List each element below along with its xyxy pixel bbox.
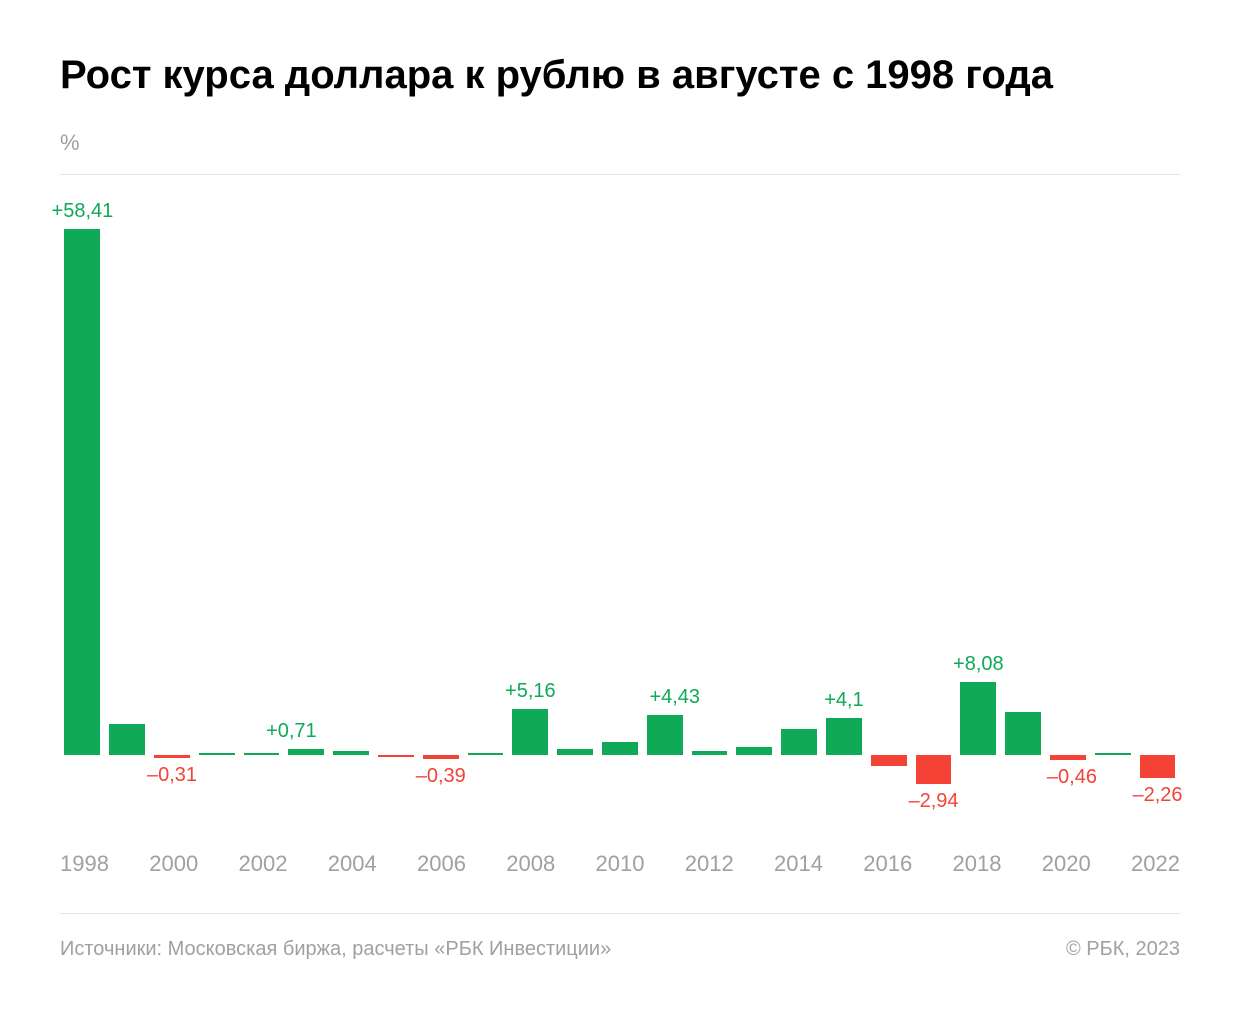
bar: [1095, 753, 1131, 755]
bar: [288, 749, 324, 755]
bar-value-label: +4,1: [824, 689, 863, 712]
x-axis-tick: 2000: [149, 851, 198, 877]
bar-column: –2,26: [1135, 215, 1180, 815]
bar: [423, 755, 459, 759]
bar: [602, 742, 638, 755]
bar-column: [1001, 215, 1046, 815]
x-axis-tick: [555, 851, 595, 877]
bottom-divider: [60, 913, 1180, 914]
bar-chart: +58,41 –0,31 +0,71 –0,39 +5,16 +4,43 +4,1 –2,94…: [60, 215, 1180, 815]
bar: [154, 755, 190, 758]
bar-column: [463, 215, 508, 815]
bar: [64, 229, 100, 755]
bar: [378, 755, 414, 757]
bar: [244, 753, 280, 755]
bar-value-label: –2,94: [909, 790, 959, 813]
bar: [781, 729, 817, 755]
x-axis-tick: 2018: [953, 851, 1002, 877]
bar-value-label: +8,08: [953, 653, 1004, 676]
x-axis-tick: [109, 851, 149, 877]
bar: [692, 751, 728, 755]
bar: [1140, 755, 1176, 778]
bar-column: [687, 215, 732, 815]
bar-column: +8,08: [956, 215, 1001, 815]
bar-column: [329, 215, 374, 815]
bar-value-label: +0,71: [266, 720, 317, 743]
x-axis-tick: [644, 851, 684, 877]
x-axis-tick: 2014: [774, 851, 823, 877]
x-axis-tick: 2004: [328, 851, 377, 877]
bar-column: –0,31: [150, 215, 195, 815]
x-axis: 1998 2000 2002 2004 2006 2008 2010 2012 2014 2016…: [60, 851, 1180, 877]
x-axis-tick: 2002: [239, 851, 288, 877]
bar-value-label: –0,39: [416, 765, 466, 788]
bar: [1005, 712, 1041, 755]
bar: [826, 718, 862, 755]
bar-column: –0,39: [418, 215, 463, 815]
bar: [109, 724, 145, 756]
bar: [1050, 755, 1086, 760]
bar-column: [1090, 215, 1135, 815]
credit-text: © РБК, 2023: [1066, 938, 1180, 961]
source-text: Источники: Московская биржа, расчеты «РБ…: [60, 938, 611, 961]
bar-column: [866, 215, 911, 815]
x-axis-tick: [912, 851, 952, 877]
bar-value-label: +5,16: [505, 680, 556, 703]
chart-title: Рост курса доллара к рублю в августе с 1…: [60, 50, 1180, 100]
bar: [512, 709, 548, 755]
bar: [960, 682, 996, 755]
bar-column: [598, 215, 643, 815]
bar-column: [732, 215, 777, 815]
chart-footer: Источники: Московская биржа, расчеты «РБ…: [60, 938, 1180, 961]
x-axis-tick: [198, 851, 238, 877]
x-axis-tick: [734, 851, 774, 877]
bar: [916, 755, 952, 784]
x-axis-tick: [377, 851, 417, 877]
x-axis-tick: 2016: [863, 851, 912, 877]
bar-column: +5,16: [508, 215, 553, 815]
bar-column: –0,46: [1046, 215, 1091, 815]
bar-column: –2,94: [911, 215, 956, 815]
bar-column: [777, 215, 822, 815]
bar: [468, 753, 504, 755]
bar-column: [105, 215, 150, 815]
x-axis-tick: 2012: [685, 851, 734, 877]
bar-column: +58,41: [60, 215, 105, 815]
bar-value-label: –2,26: [1132, 784, 1182, 807]
x-axis-tick: [1001, 851, 1041, 877]
bar-column: [374, 215, 419, 815]
bars-container: +58,41 –0,31 +0,71 –0,39 +5,16 +4,43 +4,1 –2,94…: [60, 215, 1180, 815]
bar-value-label: –0,31: [147, 764, 197, 787]
x-axis-tick: 2006: [417, 851, 466, 877]
top-divider: [60, 174, 1180, 175]
bar-column: +4,1: [822, 215, 867, 815]
x-axis-tick: 2020: [1042, 851, 1091, 877]
x-axis-tick: 2010: [596, 851, 645, 877]
x-axis-tick: [1091, 851, 1131, 877]
bar-column: [553, 215, 598, 815]
bar-column: [194, 215, 239, 815]
bar: [557, 749, 593, 755]
bar-column: +0,71: [284, 215, 329, 815]
x-axis-tick: 2022: [1131, 851, 1180, 877]
bar: [647, 715, 683, 755]
x-axis-tick: [466, 851, 506, 877]
bar: [333, 751, 369, 756]
bar: [199, 753, 235, 755]
bar: [736, 747, 772, 755]
unit-label: %: [60, 130, 1180, 156]
x-axis-tick: 2008: [506, 851, 555, 877]
x-axis-tick: [287, 851, 327, 877]
x-axis-tick: 1998: [60, 851, 109, 877]
x-axis-tick: [823, 851, 863, 877]
bar-column: +4,43: [642, 215, 687, 815]
bar: [871, 755, 907, 766]
